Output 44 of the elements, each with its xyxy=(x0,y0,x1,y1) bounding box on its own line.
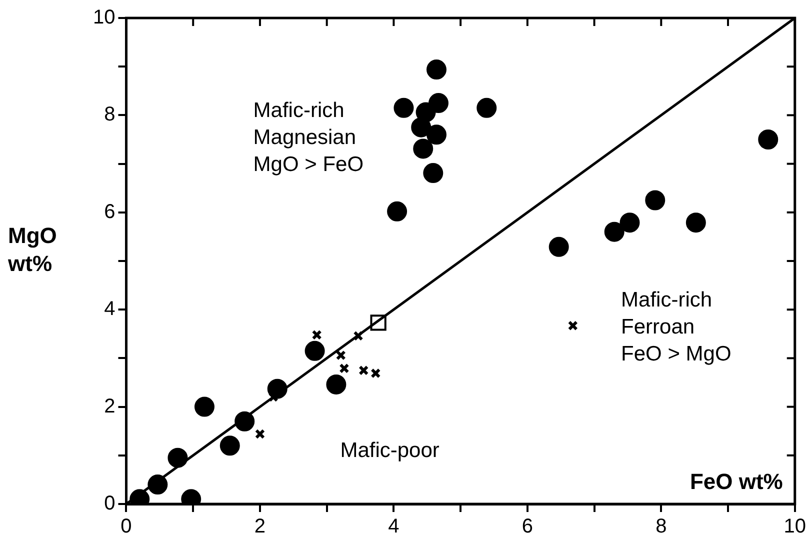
point xyxy=(358,365,369,376)
y-tick-label: 10 xyxy=(92,6,116,29)
point xyxy=(326,374,346,394)
x-tick-label: 0 xyxy=(120,516,132,538)
point xyxy=(426,60,446,80)
point xyxy=(604,222,624,242)
point xyxy=(387,201,408,222)
point xyxy=(645,190,666,210)
point xyxy=(254,428,266,440)
point xyxy=(426,124,446,145)
y-tick-label: 2 xyxy=(104,395,116,418)
x-tick-label: 6 xyxy=(522,516,533,538)
point xyxy=(758,130,778,150)
x-tick-label: 4 xyxy=(388,516,400,538)
point xyxy=(312,330,322,340)
y-tick-label: 8 xyxy=(104,104,116,126)
point xyxy=(548,236,569,257)
point xyxy=(336,350,346,360)
point xyxy=(686,212,706,233)
point xyxy=(220,436,240,456)
annotation: Mafic-rich Ferroan FeO > MgO xyxy=(621,288,732,366)
point xyxy=(304,340,325,361)
point xyxy=(370,368,381,378)
annotation: Mafic-rich Magnesian MgO > FeO xyxy=(253,98,364,176)
y-tick-label: 4 xyxy=(104,298,116,320)
x-tick-label: 10 xyxy=(784,516,806,538)
point xyxy=(428,93,448,114)
point xyxy=(353,330,364,341)
annotation: Mafic-poor xyxy=(340,439,440,462)
x-tick-label: 8 xyxy=(656,516,667,538)
point xyxy=(339,363,350,374)
point xyxy=(394,98,414,118)
point xyxy=(620,212,640,233)
point xyxy=(413,138,434,159)
x-axis-title: FeO wt% xyxy=(690,469,783,494)
point xyxy=(423,163,444,184)
y-tick-label: 0 xyxy=(104,492,116,515)
point xyxy=(568,320,578,331)
y-axis-title: MgO wt% xyxy=(7,223,57,276)
point xyxy=(194,396,214,417)
point xyxy=(411,117,432,138)
x-tick-label: 2 xyxy=(254,516,266,538)
point xyxy=(476,98,497,118)
y-tick-label: 6 xyxy=(104,200,116,223)
